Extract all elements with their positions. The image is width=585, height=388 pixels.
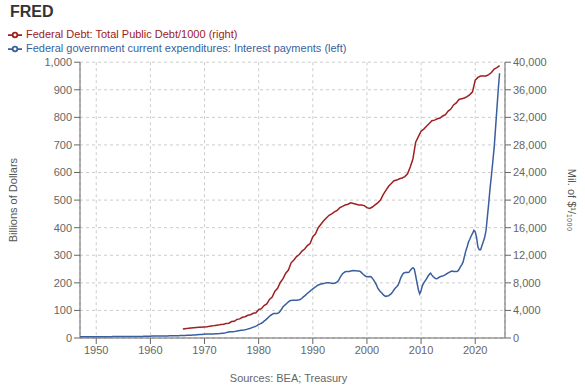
svg-text:1990: 1990 — [301, 344, 325, 356]
svg-text:0: 0 — [513, 332, 519, 344]
svg-text:28,000: 28,000 — [513, 139, 547, 151]
svg-text:700: 700 — [54, 139, 72, 151]
svg-text:12,000: 12,000 — [513, 249, 547, 261]
svg-text:400: 400 — [54, 222, 72, 234]
svg-text:100: 100 — [54, 304, 72, 316]
svg-text:500: 500 — [54, 194, 72, 206]
svg-text:Mil. of $¹/₁₀₀₀: Mil. of $¹/₁₀₀₀ — [566, 169, 577, 232]
html-text:Federal government current exp: Federal government current expenditures:… — [26, 42, 347, 55]
svg-text:36,000: 36,000 — [513, 84, 547, 96]
svg-text:1970: 1970 — [192, 344, 216, 356]
svg-text:32,000: 32,000 — [513, 111, 547, 123]
html-text:Sources: BEA; Treasury: Sources: BEA; Treasury — [229, 372, 348, 384]
svg-text:4,000: 4,000 — [513, 304, 541, 316]
svg-text:0: 0 — [66, 332, 72, 344]
svg-text:24,000: 24,000 — [513, 166, 547, 178]
svg-text:1960: 1960 — [138, 344, 162, 356]
svg-text:20,000: 20,000 — [513, 194, 547, 206]
svg-text:900: 900 — [54, 84, 72, 96]
svg-text:2010: 2010 — [409, 344, 433, 356]
svg-text:200: 200 — [54, 277, 72, 289]
html-text:FRED: FRED — [10, 3, 54, 20]
svg-text:800: 800 — [54, 111, 72, 123]
svg-text:2000: 2000 — [355, 344, 379, 356]
svg-text:8,000: 8,000 — [513, 277, 541, 289]
svg-text:2020: 2020 — [463, 344, 487, 356]
svg-text:1980: 1980 — [246, 344, 270, 356]
svg-text:40,000: 40,000 — [513, 56, 547, 68]
svg-text:16,000: 16,000 — [513, 222, 547, 234]
html-text:Federal Debt: Total Public Deb: Federal Debt: Total Public Debt/1000 (ri… — [26, 28, 238, 40]
svg-text:Billions of Dollars: Billions of Dollars — [8, 157, 19, 242]
svg-text:1,000: 1,000 — [44, 56, 72, 68]
svg-text:300: 300 — [54, 249, 72, 261]
svg-text:600: 600 — [54, 166, 72, 178]
svg-text:1950: 1950 — [84, 344, 108, 356]
